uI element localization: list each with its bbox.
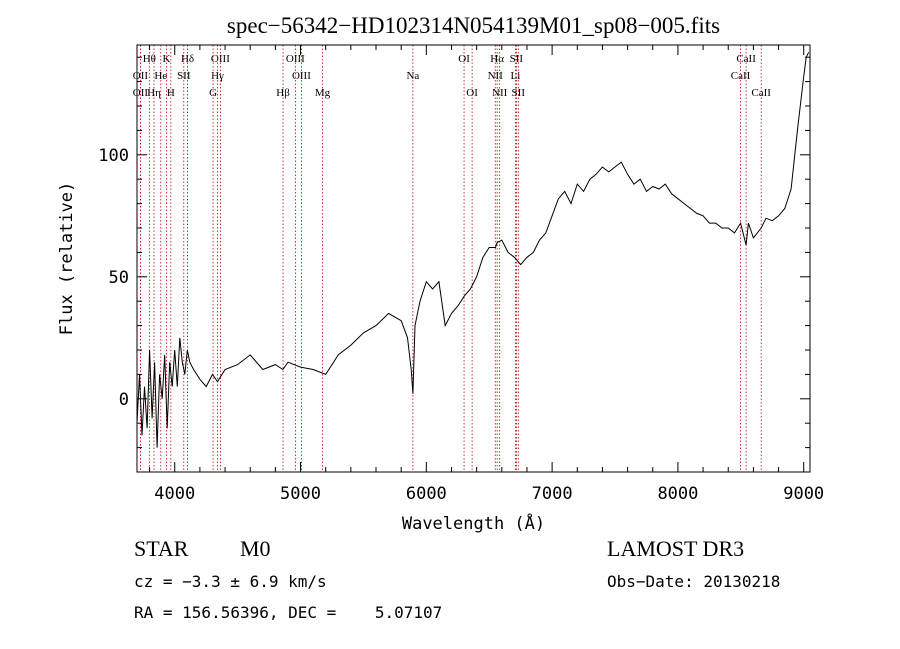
line-marker-label-4: Hη: [147, 87, 161, 99]
line-marker-label-27: CaII: [751, 87, 771, 99]
line-marker-label-25: CaII: [736, 53, 756, 65]
survey-label: LAMOST DR3: [607, 536, 745, 561]
line-marker-label-5: K: [162, 53, 170, 65]
x-tick-label-5000: 5000: [280, 484, 321, 504]
line-marker-label-14: OIII: [292, 70, 311, 82]
line-marker-label-6: H: [167, 87, 175, 99]
line-marker-label-20: NII: [488, 70, 504, 82]
line-marker-label-22: SII: [510, 53, 524, 65]
plot-frame: [136, 44, 811, 473]
line-marker-label-16: Na: [406, 70, 419, 82]
line-marker-label-8: SII: [177, 70, 191, 82]
line-marker-label-3: He: [154, 70, 167, 82]
line-marker-label-21: NII: [492, 87, 508, 99]
line-marker-label-23: Li: [510, 70, 520, 82]
x-tick-label-9000: 9000: [783, 484, 824, 504]
obs-date: Obs−Date: 20130218: [607, 572, 781, 591]
line-marker-label-10: Hγ: [211, 70, 224, 82]
x-tick-label-6000: 6000: [406, 484, 447, 504]
line-marker-label-7: Hδ: [181, 53, 194, 65]
chart-title: spec−56342−HD102314N054139M01_sp08−005.f…: [227, 13, 720, 38]
redshift-readout: cz = −3.3 ± 6.9 km/s: [134, 572, 327, 591]
x-tick-label-8000: 8000: [657, 484, 698, 504]
object-class: STAR: [134, 536, 189, 561]
line-marker-label-13: OIII: [286, 53, 305, 65]
spectrum-line: [136, 52, 810, 448]
line-marker-label-17: OI: [458, 53, 470, 65]
coordinates-readout: RA = 156.56396, DEC = 5.07107: [134, 603, 443, 622]
line-marker-label-0: Hθ: [143, 53, 156, 65]
y-tick-label-50: 50: [109, 268, 129, 288]
line-marker-label-19: Hα: [490, 53, 504, 65]
y-tick-label-100: 100: [98, 146, 129, 166]
spectrum-chart: spec−56342−HD102314N054139M01_sp08−005.f…: [57, 13, 824, 534]
y-tick-label-0: 0: [119, 390, 129, 410]
x-tick-label-7000: 7000: [532, 484, 573, 504]
line-marker-label-15: Mg: [315, 87, 331, 99]
y-axis-label: Flux (relative): [57, 182, 77, 336]
line-marker-label-2: OII: [133, 87, 149, 99]
line-marker-label-11: G: [209, 87, 217, 99]
line-marker-label-24: SII: [512, 87, 526, 99]
line-marker-label-12: Hβ: [276, 87, 290, 99]
line-marker-label-9: OIII: [211, 53, 230, 65]
x-axis-label: Wavelength (Å): [402, 512, 545, 534]
line-marker-label-26: CaII: [731, 70, 751, 82]
x-tick-label-4000: 4000: [154, 484, 195, 504]
object-subclass: M0: [240, 536, 271, 561]
line-marker-label-18: OI: [466, 87, 478, 99]
